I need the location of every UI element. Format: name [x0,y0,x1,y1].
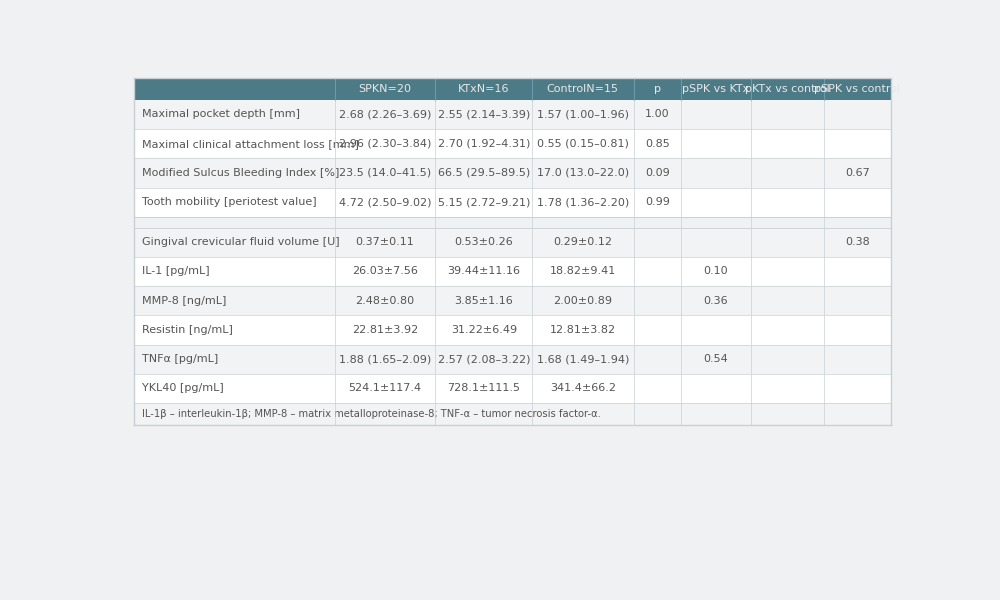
Text: MMP-8 [ng/mL]: MMP-8 [ng/mL] [142,296,226,305]
Text: 0.38: 0.38 [845,237,870,247]
Text: Maximal pocket depth [mm]: Maximal pocket depth [mm] [142,109,300,119]
Text: Maximal clinical attachment loss [mm]: Maximal clinical attachment loss [mm] [142,139,359,149]
Text: 0.29±0.12: 0.29±0.12 [553,237,612,247]
Text: Resistin [ng/mL]: Resistin [ng/mL] [142,325,233,335]
Text: 2.55 (2.14–3.39): 2.55 (2.14–3.39) [438,109,530,119]
Text: p: p [654,84,661,94]
Text: 4.72 (2.50–9.02): 4.72 (2.50–9.02) [339,197,431,207]
Bar [134,158,891,187]
Text: 1.00: 1.00 [645,109,670,119]
Bar [134,374,891,403]
Text: Tooth mobility [periotest value]: Tooth mobility [periotest value] [142,197,317,207]
Text: KTxN=16: KTxN=16 [458,84,510,94]
Text: 0.53±0.26: 0.53±0.26 [454,237,513,247]
Text: IL-1β – interleukin-1β; MMP-8 – matrix metalloproteinase-8; TNF-α – tumor necros: IL-1β – interleukin-1β; MMP-8 – matrix m… [142,409,601,419]
Bar [134,286,891,316]
Text: IL-1 [pg/mL]: IL-1 [pg/mL] [142,266,210,277]
Bar [134,344,891,374]
Text: 0.36: 0.36 [704,296,728,305]
Text: 0.55 (0.15–0.81): 0.55 (0.15–0.81) [537,139,629,149]
Text: 1.78 (1.36–2.20): 1.78 (1.36–2.20) [537,197,629,207]
Text: YKL40 [pg/mL]: YKL40 [pg/mL] [142,383,224,394]
Text: 2.68 (2.26–3.69): 2.68 (2.26–3.69) [339,109,431,119]
Bar [134,227,891,257]
Text: SPKN=20: SPKN=20 [359,84,412,94]
Text: TNFα [pg/mL]: TNFα [pg/mL] [142,354,218,364]
Text: pKTx vs control: pKTx vs control [745,84,830,94]
Text: 23.5 (14.0–41.5): 23.5 (14.0–41.5) [339,168,431,178]
Text: pSPK vs control: pSPK vs control [814,84,900,94]
Text: Modified Sulcus Bleeding Index [%]: Modified Sulcus Bleeding Index [%] [142,168,339,178]
Bar [134,217,891,227]
Text: 341.4±66.2: 341.4±66.2 [550,383,616,394]
Text: 39.44±11.16: 39.44±11.16 [447,266,520,277]
Text: 2.00±0.89: 2.00±0.89 [553,296,612,305]
Text: 0.67: 0.67 [845,168,870,178]
Text: 66.5 (29.5–89.5): 66.5 (29.5–89.5) [438,168,530,178]
Bar [134,78,891,425]
Bar [134,257,891,286]
Text: 18.82±9.41: 18.82±9.41 [550,266,616,277]
Bar [134,100,891,129]
Text: 0.10: 0.10 [704,266,728,277]
Text: 12.81±3.82: 12.81±3.82 [550,325,616,335]
Text: 728.1±111.5: 728.1±111.5 [447,383,520,394]
Text: 2.57 (2.08–3.22): 2.57 (2.08–3.22) [438,354,530,364]
Text: 524.1±117.4: 524.1±117.4 [348,383,422,394]
Text: 0.09: 0.09 [645,168,670,178]
Text: 5.15 (2.72–9.21): 5.15 (2.72–9.21) [438,197,530,207]
Text: pSPK vs KTx: pSPK vs KTx [682,84,750,94]
Text: 1.57 (1.00–1.96): 1.57 (1.00–1.96) [537,109,629,119]
Text: 0.54: 0.54 [704,354,728,364]
Text: 1.88 (1.65–2.09): 1.88 (1.65–2.09) [339,354,431,364]
Bar [134,316,891,344]
Bar [134,78,891,100]
Bar [134,187,891,217]
Text: 22.81±3.92: 22.81±3.92 [352,325,418,335]
Text: 0.37±0.11: 0.37±0.11 [356,237,414,247]
Text: 26.03±7.56: 26.03±7.56 [352,266,418,277]
Text: 0.99: 0.99 [645,197,670,207]
Text: 17.0 (13.0–22.0): 17.0 (13.0–22.0) [537,168,629,178]
Text: 3.85±1.16: 3.85±1.16 [454,296,513,305]
Bar [134,403,891,425]
Text: ControlN=15: ControlN=15 [547,84,619,94]
Text: 2.96 (2.30–3.84): 2.96 (2.30–3.84) [339,139,431,149]
Text: 0.85: 0.85 [645,139,670,149]
Text: 1.68 (1.49–1.94): 1.68 (1.49–1.94) [537,354,629,364]
Text: 31.22±6.49: 31.22±6.49 [451,325,517,335]
Text: 2.48±0.80: 2.48±0.80 [355,296,415,305]
Text: 2.70 (1.92–4.31): 2.70 (1.92–4.31) [438,139,530,149]
Text: Gingival crevicular fluid volume [U]: Gingival crevicular fluid volume [U] [142,237,340,247]
Bar [134,129,891,158]
